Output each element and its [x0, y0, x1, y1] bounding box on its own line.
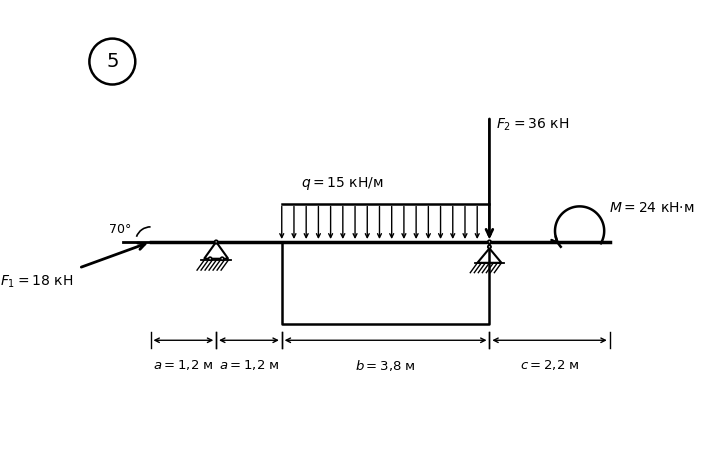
Text: $F_1 = 18$ кН: $F_1 = 18$ кН — [0, 273, 73, 290]
Circle shape — [221, 257, 223, 260]
Text: $a = 1{,}2$ м: $a = 1{,}2$ м — [219, 358, 279, 372]
Text: 70°: 70° — [109, 223, 132, 236]
Circle shape — [488, 240, 491, 244]
Text: $F_2 = 36$ кН: $F_2 = 36$ кН — [496, 116, 569, 133]
Text: $q = 15$ кН/м: $q = 15$ кН/м — [301, 175, 384, 192]
Text: $a = 1{,}2$ м: $a = 1{,}2$ м — [153, 358, 214, 372]
Circle shape — [214, 240, 218, 244]
Circle shape — [488, 245, 491, 249]
Circle shape — [209, 257, 211, 260]
Text: 5: 5 — [106, 52, 118, 71]
Text: $c = 2{,}2$ м: $c = 2{,}2$ м — [520, 358, 580, 372]
Text: $M = 24$ кН·м: $M = 24$ кН·м — [608, 201, 694, 215]
Text: $b = 3{,}8$ м: $b = 3{,}8$ м — [355, 358, 416, 373]
